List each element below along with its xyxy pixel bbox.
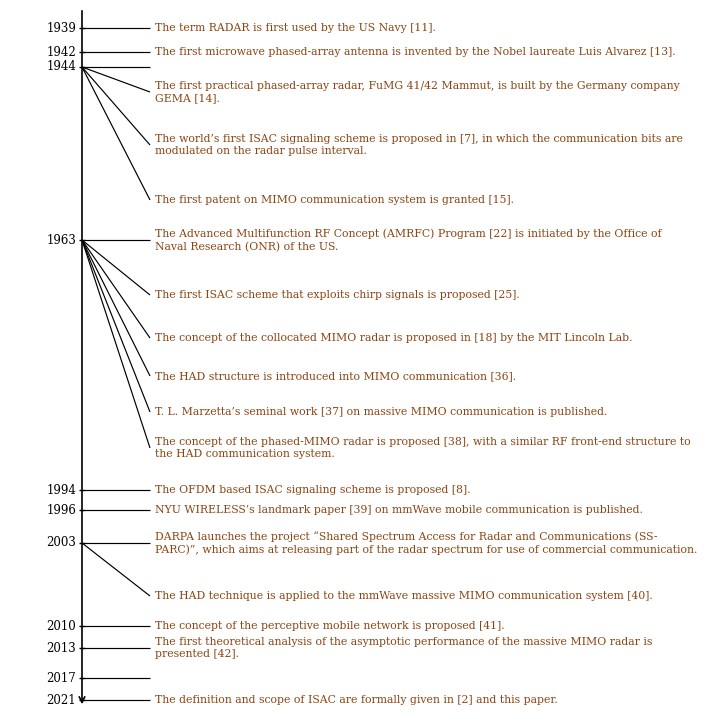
- Text: The term RADAR is first used by the US Navy [11].: The term RADAR is first used by the US N…: [155, 23, 436, 33]
- Text: 1939: 1939: [46, 22, 76, 35]
- Text: 1942: 1942: [46, 45, 76, 58]
- Text: 2013: 2013: [46, 641, 76, 654]
- Text: The HAD structure is introduced into MIMO communication [36].: The HAD structure is introduced into MIM…: [155, 371, 516, 381]
- Text: 2010: 2010: [46, 620, 76, 633]
- Text: 1944: 1944: [46, 60, 76, 73]
- Text: The definition and scope of ISAC are formally given in [2] and this paper.: The definition and scope of ISAC are for…: [155, 695, 558, 705]
- Text: The concept of the phased-MIMO radar is proposed [38], with a similar RF front-e: The concept of the phased-MIMO radar is …: [155, 436, 690, 459]
- Text: 1963: 1963: [46, 234, 76, 247]
- Text: The concept of the collocated MIMO radar is proposed in [18] by the MIT Lincoln : The concept of the collocated MIMO radar…: [155, 333, 633, 343]
- Text: The first microwave phased-array antenna is invented by the Nobel laureate Luis : The first microwave phased-array antenna…: [155, 47, 675, 57]
- Text: 1996: 1996: [46, 503, 76, 516]
- Text: T. L. Marzetta’s seminal work [37] on massive MIMO communication is published.: T. L. Marzetta’s seminal work [37] on ma…: [155, 407, 608, 417]
- Text: The first practical phased-array radar, FuMG 41/42 Mammut, is built by the Germa: The first practical phased-array radar, …: [155, 81, 680, 104]
- Text: 2021: 2021: [46, 694, 76, 707]
- Text: The Advanced Multifunction RF Concept (AMRFC) Program [22] is initiated by the O: The Advanced Multifunction RF Concept (A…: [155, 228, 662, 252]
- Text: The OFDM based ISAC signaling scheme is proposed [8].: The OFDM based ISAC signaling scheme is …: [155, 485, 471, 495]
- Text: 2017: 2017: [46, 672, 76, 684]
- Text: The first theoretical analysis of the asymptotic performance of the massive MIMO: The first theoretical analysis of the as…: [155, 636, 653, 659]
- Text: NYU WIRELESS’s landmark paper [39] on mmWave mobile communication is published.: NYU WIRELESS’s landmark paper [39] on mm…: [155, 505, 643, 515]
- Text: DARPA launches the project “Shared Spectrum Access for Radar and Communications : DARPA launches the project “Shared Spect…: [155, 531, 698, 555]
- Text: The HAD technique is applied to the mmWave massive MIMO communication system [40: The HAD technique is applied to the mmWa…: [155, 591, 653, 601]
- Text: 2003: 2003: [46, 536, 76, 549]
- Text: The concept of the perceptive mobile network is proposed [41].: The concept of the perceptive mobile net…: [155, 621, 505, 631]
- Text: The first patent on MIMO communication system is granted [15].: The first patent on MIMO communication s…: [155, 195, 514, 205]
- Text: 1994: 1994: [46, 483, 76, 497]
- Text: The world’s first ISAC signaling scheme is proposed in [7], in which the communi: The world’s first ISAC signaling scheme …: [155, 134, 683, 157]
- Text: The first ISAC scheme that exploits chirp signals is proposed [25].: The first ISAC scheme that exploits chir…: [155, 290, 520, 300]
